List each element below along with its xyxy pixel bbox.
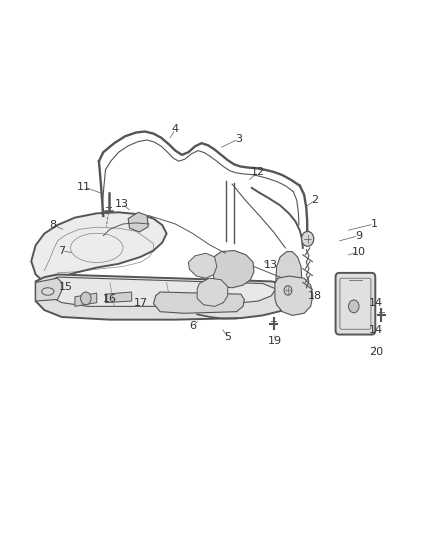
Circle shape [349,300,359,313]
Circle shape [284,286,292,295]
Text: 8: 8 [49,220,57,230]
Polygon shape [31,212,166,282]
Text: 7: 7 [58,246,65,255]
Circle shape [81,292,91,305]
Text: 11: 11 [77,182,91,192]
Text: 10: 10 [352,247,366,256]
Polygon shape [212,251,254,288]
Polygon shape [197,278,228,306]
Polygon shape [35,278,62,301]
Polygon shape [188,253,217,278]
Polygon shape [75,293,97,306]
Polygon shape [276,252,302,308]
Text: 9: 9 [355,231,362,241]
Polygon shape [128,212,148,232]
Text: 14: 14 [369,325,383,335]
Text: 16: 16 [103,294,117,304]
Text: 17: 17 [134,297,148,308]
Circle shape [301,231,314,246]
Text: 19: 19 [268,336,282,346]
Text: 20: 20 [369,346,383,357]
Polygon shape [153,292,244,313]
Text: 4: 4 [172,124,179,134]
Text: 1: 1 [371,219,378,229]
Polygon shape [49,277,276,306]
Text: 13: 13 [264,261,278,270]
Polygon shape [35,274,297,320]
Polygon shape [275,276,313,316]
Text: 6: 6 [189,321,196,331]
FancyBboxPatch shape [336,273,375,335]
Text: 3: 3 [235,134,242,144]
Text: 18: 18 [308,290,322,301]
Text: 14: 14 [369,297,383,308]
Text: 12: 12 [251,167,265,177]
Text: 5: 5 [224,332,231,342]
Polygon shape [106,292,132,303]
Text: 13: 13 [115,199,129,209]
Text: 15: 15 [59,282,73,292]
Text: 2: 2 [311,195,318,205]
